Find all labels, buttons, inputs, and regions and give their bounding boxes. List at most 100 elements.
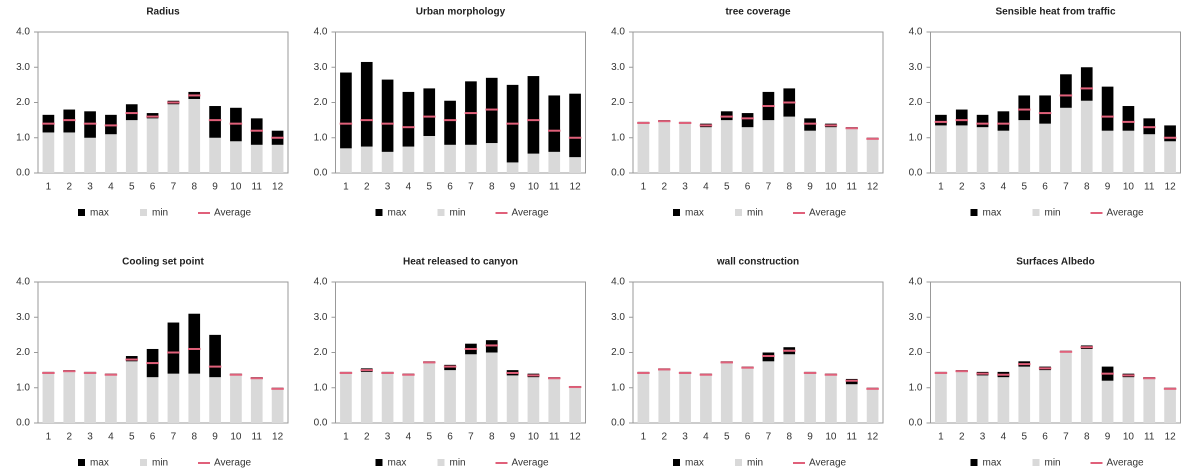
- chart-title: Surfaces Albedo: [1016, 257, 1095, 268]
- x-tick-label: 1: [938, 182, 944, 193]
- bar-segment: [548, 151, 561, 173]
- x-tick-label: 10: [825, 432, 837, 443]
- bar-segment: [741, 113, 754, 128]
- y-tick-label: 2.0: [314, 97, 328, 108]
- bar-segment: [485, 143, 498, 173]
- bar-segment: [465, 354, 477, 423]
- y-tick-label: 2.0: [16, 347, 30, 358]
- y-tick-label: 4.0: [909, 277, 923, 288]
- legend-swatch: [970, 459, 978, 466]
- bar-segment: [465, 144, 477, 173]
- bar-segment: [188, 313, 201, 374]
- x-tick-label: 7: [171, 432, 177, 443]
- bar-segment: [340, 148, 352, 173]
- bar-segment: [1039, 370, 1051, 423]
- x-tick-label: 7: [1063, 182, 1069, 193]
- bar-segment: [1039, 95, 1051, 124]
- bar-segment: [360, 146, 373, 173]
- y-tick-label: 2.0: [909, 347, 923, 358]
- x-tick-label: 9: [212, 182, 218, 193]
- x-tick-label: 11: [1144, 182, 1155, 193]
- y-tick-label: 1.0: [16, 132, 30, 143]
- x-tick-label: 7: [468, 182, 474, 193]
- legend-swatch: [1032, 209, 1040, 216]
- legend-swatch: [1032, 459, 1040, 466]
- legend-swatch: [78, 209, 85, 216]
- bar-segment: [423, 135, 436, 173]
- bar-segment: [741, 368, 754, 423]
- legend-label: max: [983, 458, 1002, 469]
- bar-segment: [105, 375, 117, 423]
- bar-segment: [402, 91, 415, 147]
- chart-title: Sensible heat from traffic: [995, 7, 1115, 18]
- bar-segment: [762, 120, 775, 173]
- bar-segment: [976, 114, 989, 128]
- x-tick-label: 8: [489, 432, 495, 443]
- bar-segment: [146, 377, 159, 423]
- bar-segment: [845, 128, 858, 173]
- x-tick-label: 4: [703, 432, 709, 443]
- bar-segment: [783, 116, 796, 173]
- plot-area: [930, 31, 1181, 174]
- y-tick-label: 1.0: [909, 132, 923, 143]
- bar-segment: [1143, 378, 1156, 423]
- bar-segment: [402, 146, 415, 173]
- x-tick-label: 3: [385, 432, 391, 443]
- bar-segment: [569, 93, 581, 158]
- plot-area: [37, 281, 289, 424]
- x-tick-label: 8: [191, 432, 197, 443]
- x-tick-label: 2: [66, 182, 72, 193]
- bar-segment: [444, 370, 456, 423]
- legend-swatch: [735, 209, 742, 216]
- bar-segment: [935, 125, 947, 173]
- x-tick-label: 2: [661, 432, 667, 443]
- bar-segment: [444, 144, 456, 173]
- bar-segment: [845, 384, 858, 423]
- x-tick-label: 5: [724, 432, 730, 443]
- legend-label: min: [152, 208, 168, 219]
- bar-segment: [1164, 389, 1176, 423]
- bar-segment: [955, 125, 968, 173]
- x-tick-label: 2: [959, 432, 965, 443]
- x-tick-label: 1: [641, 432, 647, 443]
- x-tick-label: 11: [1144, 432, 1155, 443]
- x-tick-label: 1: [46, 432, 52, 443]
- y-tick-label: 4.0: [16, 277, 30, 288]
- x-tick-label: 12: [867, 432, 879, 443]
- legend-label: min: [747, 208, 763, 219]
- y-tick-label: 2.0: [16, 97, 30, 108]
- bar-segment: [783, 354, 796, 423]
- bar-segment: [679, 123, 691, 173]
- y-tick-label: 1.0: [611, 382, 625, 393]
- bar-segment: [146, 118, 159, 173]
- bar-segment: [381, 151, 394, 173]
- bar-segment: [976, 127, 989, 173]
- bar-segment: [63, 132, 76, 173]
- chart-title: Cooling set point: [122, 257, 204, 268]
- bar-segment: [825, 375, 837, 423]
- bar-segment: [105, 134, 117, 173]
- legend-label: max: [685, 458, 704, 469]
- bar-segment: [1039, 123, 1051, 173]
- x-tick-label: 7: [171, 182, 177, 193]
- legend-swatch: [375, 209, 383, 216]
- bar-segment: [1122, 106, 1135, 131]
- y-tick-label: 4.0: [314, 277, 328, 288]
- x-tick-label: 8: [489, 182, 495, 193]
- bar-segment: [1060, 107, 1072, 173]
- bar-segment: [1143, 134, 1156, 173]
- bar-segment: [167, 104, 180, 173]
- bar-segment: [527, 153, 540, 173]
- bar-segment: [423, 363, 436, 423]
- x-tick-label: 2: [364, 432, 370, 443]
- legend-swatch: [437, 209, 445, 216]
- bar-segment: [42, 373, 55, 423]
- x-tick-label: 7: [1063, 432, 1069, 443]
- bar-segment: [1060, 352, 1072, 423]
- y-tick-label: 4.0: [16, 27, 30, 38]
- bar-segment: [935, 114, 947, 126]
- bar-segment: [340, 373, 352, 423]
- legend-swatch: [735, 459, 742, 466]
- bar-segment: [209, 377, 221, 423]
